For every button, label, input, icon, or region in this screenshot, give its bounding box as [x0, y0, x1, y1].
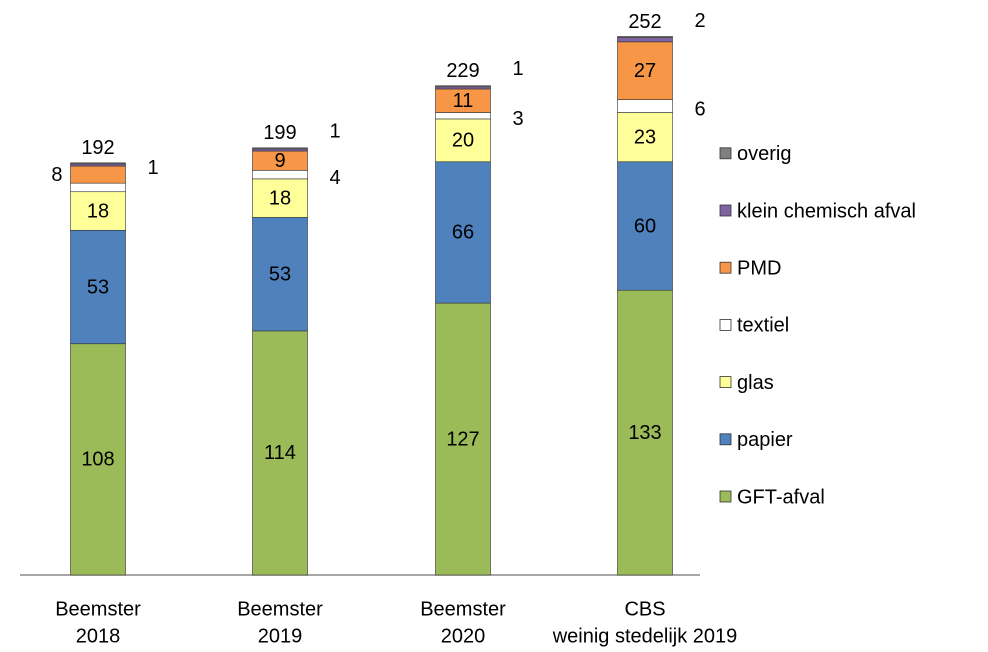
bar-segment [70, 162, 126, 165]
value-label: 23 [634, 126, 656, 148]
bar-segment [70, 165, 126, 184]
legend-swatch [719, 490, 732, 503]
bar-segment [617, 161, 673, 291]
bar-segment [617, 41, 673, 100]
value-label: 18 [87, 200, 109, 222]
legend-label: papier [737, 429, 793, 451]
legend-swatch [719, 261, 732, 274]
value-label: 27 [634, 60, 656, 82]
value-label: 53 [269, 263, 291, 285]
bar-segment [435, 302, 491, 576]
legend-swatch [719, 376, 732, 389]
bar-segment [617, 37, 673, 43]
x-tick-label: 2018 [76, 625, 121, 647]
legend-swatch [719, 433, 732, 446]
value-label: 11 [453, 90, 474, 112]
x-tick-label: 2019 [258, 625, 303, 647]
value-label: 18 [269, 187, 291, 209]
legend-swatch [719, 147, 732, 160]
value-label: 2 [695, 10, 706, 32]
value-label: 9 [274, 150, 285, 172]
bar-segment [435, 85, 491, 88]
x-tick-label: Beemster [420, 598, 506, 620]
bar-segment [435, 118, 491, 163]
value-label: 4 [330, 167, 341, 189]
value-label: 8 [51, 164, 62, 186]
bar-segment [70, 182, 126, 193]
value-label: 1 [513, 58, 524, 80]
bar-segment [70, 229, 126, 345]
bar-segment [617, 289, 673, 576]
bar-segment [252, 330, 308, 576]
bar-segment [435, 161, 491, 304]
value-label: 66 [452, 222, 474, 244]
legend-label: klein chemisch afval [737, 200, 916, 222]
value-label: 3 [513, 108, 524, 130]
legend-swatch [719, 318, 732, 331]
bar-segment [435, 112, 491, 120]
value-label: 1 [148, 157, 159, 179]
value-label: 127 [446, 428, 479, 450]
total-label: 229 [446, 60, 479, 82]
legend-label: overig [737, 143, 791, 165]
total-label: 252 [628, 11, 661, 33]
bar-segment [617, 36, 673, 38]
value-label: 20 [452, 130, 474, 152]
bar-segment [70, 163, 126, 167]
bar-segment [435, 86, 491, 90]
x-tick-label: Beemster [237, 598, 323, 620]
value-label: 1 [330, 120, 341, 142]
value-label: 114 [264, 442, 296, 464]
legend-label: textiel [737, 315, 789, 337]
bar-segment [70, 343, 126, 576]
bar-segment [252, 148, 308, 152]
value-label: 108 [81, 449, 114, 471]
x-tick-label: CBS [624, 598, 665, 620]
legend-swatch [719, 204, 732, 217]
x-tick-label: Beemster [55, 598, 141, 620]
legend-label: GFT-afval [737, 486, 825, 508]
x-tick-label: 2020 [441, 625, 486, 647]
legend-label: PMD [737, 257, 781, 279]
value-label: 60 [634, 215, 656, 237]
bar-segment [617, 99, 673, 113]
x-tick-label: weinig stedelijk 2019 [552, 625, 738, 647]
total-label: 199 [263, 122, 296, 144]
total-label: 192 [81, 137, 114, 159]
value-label: 133 [628, 422, 661, 444]
value-label: 6 [695, 98, 706, 120]
bar-segment [252, 147, 308, 150]
bar-segment [252, 217, 308, 332]
bar-segment [252, 178, 308, 218]
legend-label: glas [737, 372, 774, 394]
value-label: 53 [87, 276, 109, 298]
